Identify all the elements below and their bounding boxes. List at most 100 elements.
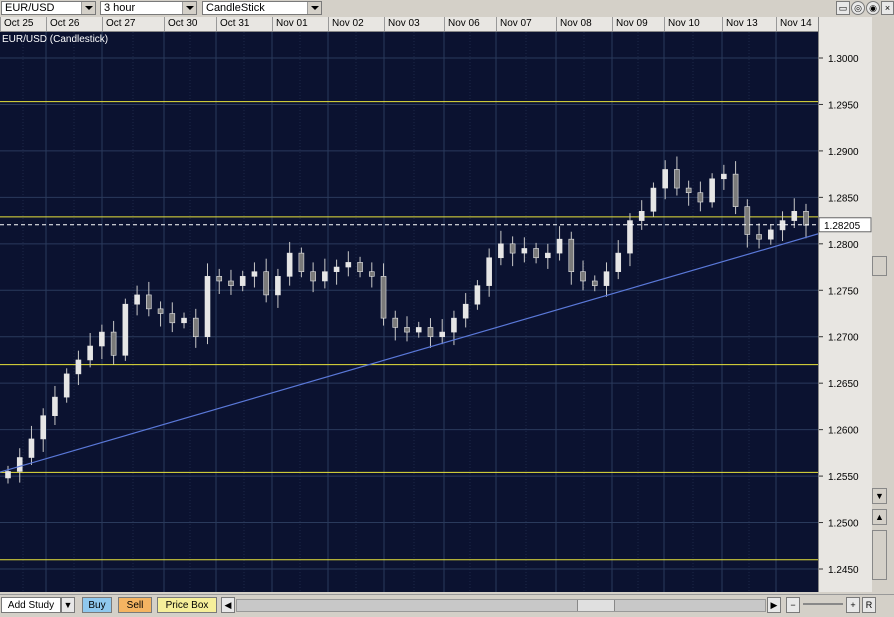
price-label: 1.2800 (828, 240, 859, 251)
candle-body (474, 285, 481, 305)
price-label: 1.2950 (828, 100, 859, 111)
scroll-down-icon[interactable]: ▼ (872, 488, 887, 504)
candle-body (803, 211, 809, 226)
candle-body (169, 313, 176, 324)
date-label: Oct 30 (164, 17, 216, 31)
current-price-label: 1.28205 (824, 221, 861, 232)
candle-body (533, 248, 539, 259)
date-label: Nov 06 (444, 17, 496, 31)
chart-type-value: CandleStick (206, 2, 265, 14)
candle-body (603, 271, 610, 286)
candle-body (263, 271, 269, 296)
candle-body (732, 173, 739, 207)
date-label: Nov 08 (556, 17, 612, 31)
candle-body (204, 276, 211, 338)
add-study-button[interactable]: Add Study (1, 597, 61, 613)
candle-body (662, 169, 668, 189)
period-select[interactable]: 3 hour (100, 1, 197, 15)
candle-body (333, 266, 340, 272)
candle-body (767, 229, 774, 240)
bottom-toolbar: Add Study ▼ Buy Sell Price Box ◀ ▶ − + R (0, 594, 894, 617)
chevron-down-icon[interactable] (307, 2, 321, 14)
close-icon[interactable]: × (881, 1, 894, 15)
maximize-icon[interactable]: ▭ (836, 1, 850, 15)
chart-title: EUR/USD (Candlestick) (2, 34, 108, 45)
date-label: Nov 03 (384, 17, 444, 31)
scroll-up-icon[interactable]: ▲ (872, 509, 887, 525)
candle-body (110, 331, 117, 356)
candle-body (146, 294, 152, 310)
candle-body (591, 280, 598, 286)
candle-body (556, 238, 563, 254)
price-label: 1.2650 (828, 379, 859, 390)
zoom-out-icon[interactable]: − (786, 597, 800, 613)
price-chart[interactable]: EUR/USD (Candlestick) (0, 32, 818, 592)
candle-body (239, 276, 246, 286)
date-axis: Oct 25 Oct 26 Oct 27 Oct 30 Oct 31 Nov 01 Nov … (0, 17, 818, 32)
candle-body (509, 243, 516, 254)
scroll-right-icon[interactable]: ▶ (767, 597, 781, 613)
candle-body (439, 331, 446, 338)
period-value: 3 hour (104, 2, 136, 14)
candle-body (521, 248, 528, 254)
symbol-select[interactable]: EUR/USD (1, 1, 96, 15)
price-label: 1.2500 (828, 519, 859, 530)
candle-body (181, 317, 187, 324)
chevron-down-icon[interactable] (81, 2, 95, 14)
candle-body (756, 234, 762, 240)
zoom-in-icon[interactable]: + (846, 597, 860, 613)
chevron-down-icon[interactable] (182, 2, 196, 14)
candle-body (709, 178, 715, 203)
horizontal-scrollbar[interactable] (236, 599, 766, 612)
candle-body (744, 206, 751, 235)
zoom-track[interactable] (803, 603, 843, 605)
date-label: Oct 31 (216, 17, 272, 31)
date-label: Oct 27 (102, 17, 164, 31)
candle-body (52, 396, 58, 417)
axis-scroll-top (872, 35, 887, 41)
candle-body (462, 303, 469, 319)
reset-icon[interactable]: R (862, 597, 876, 613)
candle-body (568, 238, 575, 272)
date-label: Oct 25 (0, 17, 46, 31)
candle-body (627, 220, 633, 254)
current-price-box (818, 217, 872, 233)
candle-body (650, 187, 657, 212)
candle-body (157, 308, 164, 314)
price-axis: 1.3000 1.2950 1.2900 1.2850 1.2800 1.2750 1.27… (818, 17, 894, 592)
gear-icon[interactable]: ◉ (866, 1, 880, 15)
candle-body (674, 169, 680, 189)
candle-body (685, 187, 692, 194)
candle-body (368, 271, 375, 277)
scroll-left-icon[interactable]: ◀ (221, 597, 235, 613)
candle-body (16, 457, 23, 472)
price-label: 1.2900 (828, 147, 859, 158)
price-axis-background (818, 17, 872, 592)
candle-body (697, 192, 704, 203)
horizontal-scrollbar-thumb[interactable] (577, 600, 615, 611)
add-study-dropdown-icon[interactable]: ▼ (61, 597, 75, 613)
candle-body (63, 373, 70, 398)
price-label: 1.2550 (828, 472, 859, 483)
chart-background (0, 32, 818, 592)
candle-body (615, 252, 622, 272)
candle-body (192, 317, 199, 338)
sell-button[interactable]: Sell (118, 597, 152, 613)
zoom-slider[interactable] (872, 530, 887, 580)
price-box-button[interactable]: Price Box (157, 597, 217, 613)
candle-body (87, 345, 93, 361)
candle-body (427, 327, 434, 338)
candle-body (228, 280, 234, 286)
settings-icon[interactable]: ◎ (851, 1, 865, 15)
candle-body (345, 262, 352, 268)
chart-type-select[interactable]: CandleStick (202, 1, 322, 15)
date-label: Nov 01 (272, 17, 328, 31)
candle-body (638, 211, 645, 221)
candle-body (28, 438, 35, 458)
buy-button[interactable]: Buy (82, 597, 112, 613)
price-scrollbar-thumb[interactable] (872, 256, 887, 276)
trendline (0, 233, 818, 473)
price-label: 1.2750 (828, 286, 859, 297)
candle-body (122, 303, 129, 356)
date-label: Nov 09 (612, 17, 664, 31)
